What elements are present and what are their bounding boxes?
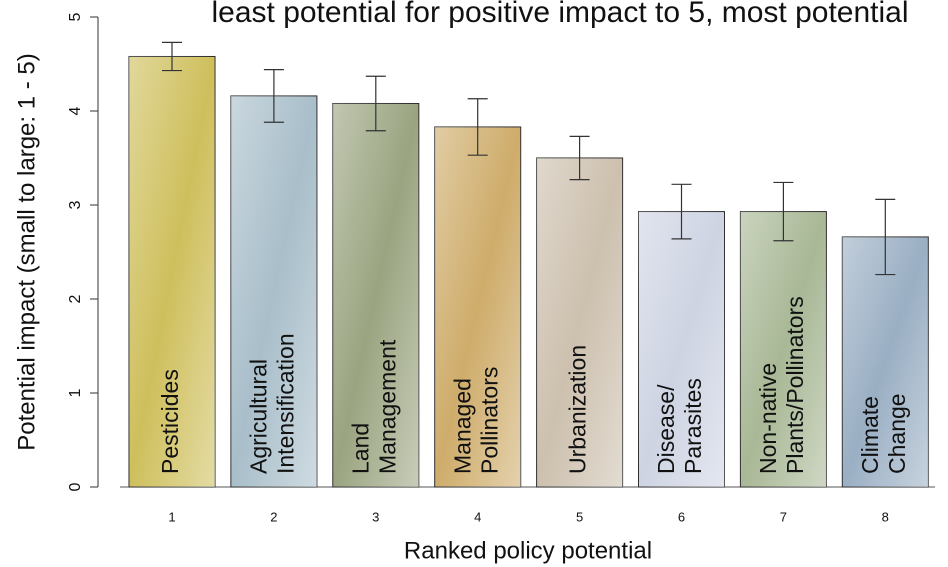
bar-label: Urbanization — [565, 345, 591, 474]
bar-label: Plants/Pollinators — [782, 296, 808, 474]
y-axis-label: Potential impact (small to large: 1 - 5) — [13, 53, 40, 451]
y-tick-label: 1 — [67, 388, 84, 397]
bar-label: Disease/ — [653, 384, 679, 474]
error-bar — [467, 98, 488, 156]
y-tick-label: 4 — [67, 106, 84, 115]
x-tick-label: 5 — [576, 509, 583, 524]
x-axis-label: Ranked policy potential — [404, 537, 652, 564]
bar-sheen — [332, 103, 419, 487]
bar-label: Land — [347, 423, 373, 474]
chart-title: least potential for positive impact to 5… — [211, 0, 908, 29]
y-tick-label: 0 — [67, 482, 84, 491]
bar-label: Pesticides — [157, 369, 183, 474]
bar-sheen — [129, 56, 215, 487]
bar-sheen — [842, 236, 929, 487]
bar-sheen — [536, 158, 623, 487]
y-tick-label: 2 — [67, 294, 84, 303]
bar-label: Management — [374, 339, 400, 474]
error-bar — [875, 198, 896, 276]
bar-label: Non-native — [755, 363, 781, 474]
bar-sheen — [638, 211, 725, 487]
error-bar — [773, 181, 794, 242]
x-tick-label: 2 — [270, 509, 277, 524]
bar-label: Change — [884, 393, 910, 474]
y-tick-label: 3 — [67, 200, 84, 209]
error-bar — [569, 135, 590, 181]
bar-sheen — [740, 211, 827, 487]
bar-label: Managed — [449, 378, 475, 474]
error-bar — [365, 75, 386, 132]
bar-label: Parasites — [680, 378, 706, 474]
x-tick-label: 7 — [780, 509, 787, 524]
bar-label: Intensification — [272, 333, 298, 474]
x-tick-label: 6 — [678, 509, 685, 524]
x-tick-label: 4 — [474, 509, 481, 524]
bar-sheen — [434, 126, 521, 487]
x-tick-label: 1 — [168, 509, 175, 524]
error-bar — [162, 41, 182, 72]
y-tick-label: 5 — [67, 12, 84, 21]
bar-label: Agricultural — [245, 359, 271, 474]
error-bar — [671, 183, 692, 240]
bar-sheen — [230, 95, 317, 488]
error-bar — [263, 69, 284, 123]
bar-label: Climate — [857, 396, 883, 474]
bar-label: Pollinators — [476, 367, 502, 474]
x-tick-label: 3 — [372, 509, 379, 524]
x-tick-label: 8 — [882, 509, 889, 524]
